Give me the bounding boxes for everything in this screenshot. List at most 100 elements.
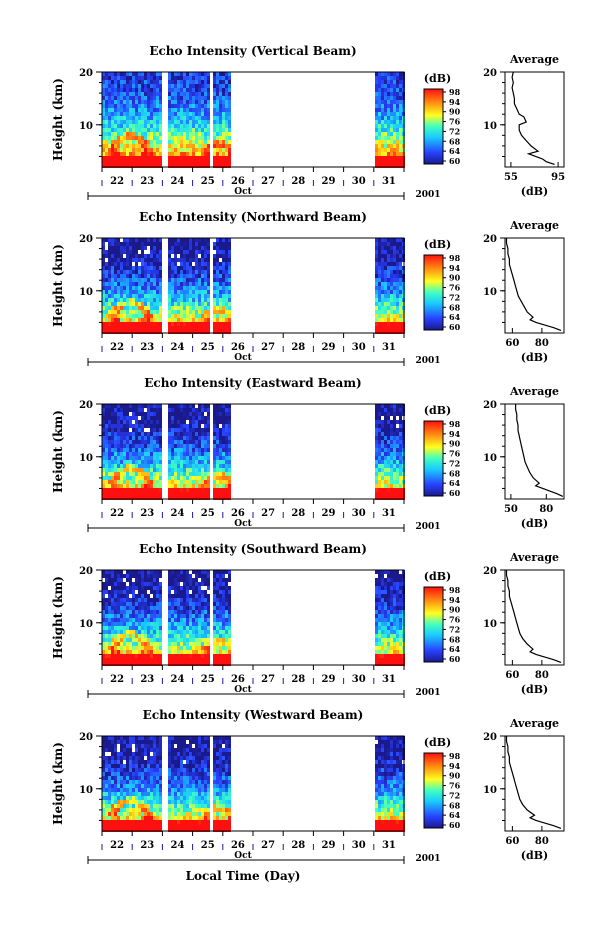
colorbar-tick-label: 72 (449, 624, 460, 634)
x-tick-label: 23 (140, 840, 154, 851)
x-tick-label: 27 (261, 508, 275, 519)
y-tick-label: 10 (79, 121, 93, 132)
average-profile-line (505, 238, 562, 331)
x-tick-label: 23 (140, 176, 154, 187)
y-axis-label: Height (km) (51, 244, 65, 327)
avg-x-tick-label: 60 (505, 338, 519, 349)
heatmap (102, 238, 405, 334)
x-tick-label: 30 (352, 342, 366, 353)
x-tick-label: 29 (322, 674, 336, 685)
colorbar-tick-label: 94 (449, 263, 461, 273)
colorbar-tick-label: 76 (449, 283, 461, 293)
y-tick-label: 20 (79, 566, 93, 577)
x-tick-label: 26 (231, 508, 245, 519)
x-tick-label: 25 (201, 176, 215, 187)
avg-x-tick-label: 80 (535, 836, 549, 847)
colorbar-tick-label: 64 (449, 810, 461, 820)
x-tick-label: 27 (261, 674, 275, 685)
y-tick-label: 10 (79, 453, 93, 464)
colorbar-tick-label: 68 (449, 302, 461, 312)
panel-title: Echo Intensity (Eastward Beam) (144, 376, 361, 390)
average-frame (504, 71, 565, 168)
average-title: Average (509, 717, 559, 730)
x-tick-label: 31 (382, 176, 396, 187)
colorbar-tick-label: 68 (449, 634, 461, 644)
panel-4: Echo Intensity (Southward Beam) 10 20 Heigh… (51, 542, 565, 698)
x-tick-label: 24 (171, 840, 185, 851)
x-tick-label: 29 (322, 840, 336, 851)
x-tick-label: 29 (322, 342, 336, 353)
colorbar-tick-label: 64 (449, 644, 461, 654)
colorbar-tick-label: 72 (449, 790, 460, 800)
x-tick-label: 26 (231, 674, 245, 685)
x-tick-label: 28 (291, 840, 305, 851)
avg-x-tick-label: 80 (535, 338, 549, 349)
x-tick-label: 27 (261, 840, 275, 851)
y-axis-label: Height (km) (51, 410, 65, 493)
average-xlabel: (dB) (521, 351, 548, 364)
colorbar-unit: (dB) (424, 238, 451, 251)
colorbar-tick-label: 94 (449, 97, 461, 107)
avg-x-tick-label: 60 (505, 670, 519, 681)
colorbar-tick-label: 60 (449, 820, 461, 830)
avg-y-tick-label: 20 (483, 400, 497, 411)
x-tick-label: 26 (231, 176, 245, 187)
colorbar-tick-label: 68 (449, 136, 461, 146)
avg-y-tick-label: 10 (483, 785, 497, 796)
y-tick-label: 10 (79, 287, 93, 298)
y-axis-label: Height (km) (51, 742, 65, 825)
y-tick-label: 10 (79, 619, 93, 630)
colorbar-tick-label: 90 (449, 771, 461, 781)
colorbar-tick-label: 68 (449, 468, 461, 478)
y-axis-label: Height (km) (51, 78, 65, 161)
colorbar (423, 254, 444, 331)
avg-y-tick-label: 20 (483, 566, 497, 577)
month-label: Oct (234, 685, 252, 695)
colorbar-tick-label: 98 (449, 585, 461, 595)
year-label: 2001 (415, 356, 440, 366)
average-title: Average (509, 551, 559, 564)
colorbar-tick-label: 76 (449, 449, 461, 459)
average-xlabel: (dB) (521, 849, 548, 862)
x-tick-label: 28 (291, 508, 305, 519)
heatmap (102, 72, 405, 168)
x-tick-label: 28 (291, 176, 305, 187)
x-tick-label: 27 (261, 176, 275, 187)
colorbar-tick-label: 98 (449, 87, 461, 97)
colorbar (423, 420, 444, 497)
x-tick-label: 31 (382, 840, 396, 851)
avg-y-tick-label: 10 (483, 619, 497, 630)
x-tick-label: 23 (140, 674, 154, 685)
colorbar (423, 88, 444, 165)
x-tick-label: 25 (201, 674, 215, 685)
panel-title: Echo Intensity (Northward Beam) (139, 210, 367, 224)
average-profile-line (511, 71, 555, 165)
colorbar (423, 752, 444, 829)
x-tick-label: 28 (291, 674, 305, 685)
colorbar-tick-label: 72 (449, 292, 460, 302)
colorbar-tick-label: 60 (449, 322, 461, 332)
colorbar-tick-label: 90 (449, 273, 461, 283)
x-tick-label: 24 (171, 508, 185, 519)
avg-y-tick-label: 20 (483, 732, 497, 743)
colorbar-tick-label: 76 (449, 781, 461, 791)
heatmap (102, 570, 405, 666)
year-label: 2001 (415, 190, 440, 200)
heatmap (102, 736, 405, 832)
x-tick-label: 22 (110, 508, 124, 519)
month-label: Oct (234, 519, 252, 529)
colorbar-tick-label: 64 (449, 478, 461, 488)
colorbar-unit: (dB) (424, 736, 451, 749)
colorbar-tick-label: 68 (449, 800, 461, 810)
avg-y-tick-label: 10 (483, 287, 497, 298)
colorbar-tick-label: 94 (449, 595, 461, 605)
panel-title: Echo Intensity (Westward Beam) (143, 708, 364, 722)
y-tick-label: 20 (79, 234, 93, 245)
average-frame (504, 237, 565, 334)
colorbar-tick-label: 90 (449, 605, 461, 615)
avg-x-tick-label: 50 (504, 504, 518, 515)
colorbar-tick-label: 60 (449, 488, 461, 498)
panel-5: Echo Intensity (Westward Beam) 10 20 Height… (51, 708, 565, 864)
avg-x-tick-label: 80 (535, 670, 549, 681)
x-tick-label: 30 (352, 674, 366, 685)
